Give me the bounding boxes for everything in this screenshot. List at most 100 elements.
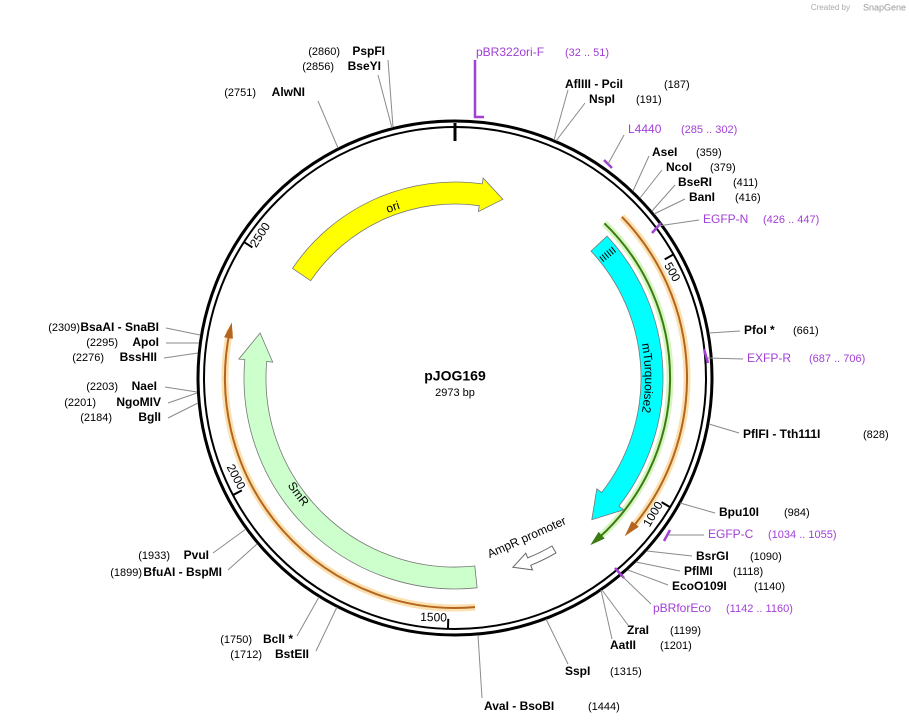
enzyme-name: BsrGI (696, 549, 729, 563)
primer-connector (707, 357, 744, 360)
mturquoise2-arrow (590, 235, 664, 521)
site-position: (2276) (72, 352, 104, 364)
enzyme-name: BseRI (678, 175, 712, 189)
enzyme-name: SspI (565, 664, 590, 678)
site-position: (2184) (80, 412, 112, 424)
green-line (598, 222, 672, 539)
primer-mark (651, 222, 662, 234)
site-position: (661) (793, 325, 819, 337)
primer-range: (426 .. 447) (763, 214, 819, 226)
primer-connector (621, 575, 652, 605)
orange-line-left (223, 329, 476, 609)
site-position: (1140) (754, 581, 785, 593)
enzyme-name: AatII (610, 638, 636, 652)
primer-range: (285 .. 302) (681, 124, 737, 136)
site-connector (315, 606, 338, 652)
orange-head-left (224, 322, 233, 339)
site-connector (167, 402, 199, 419)
site-position: (1201) (660, 640, 692, 652)
primer-name: pBR322ori-F (476, 45, 544, 59)
site-position: (1315) (610, 666, 642, 678)
primer-mark (702, 348, 710, 364)
site-connector (708, 330, 741, 334)
enzyme-name: NgoMIV (116, 395, 161, 409)
primer-name: EGFP-N (703, 212, 748, 226)
primer-name: L4440 (628, 122, 662, 136)
site-connector (477, 634, 483, 699)
primer-name: EGFP-C (708, 527, 754, 541)
site-connector (317, 100, 339, 149)
enzyme-name: BclI * (263, 632, 293, 646)
primer-range: (32 .. 51) (565, 47, 609, 59)
site-connector (545, 618, 569, 665)
enzyme-name: NaeI (132, 379, 157, 393)
site-position: (416) (735, 192, 761, 204)
brand: SnapGene (863, 2, 906, 12)
primer-range: (687 .. 706) (809, 353, 865, 365)
enzyme-name: AvaI - BsoBI (484, 699, 554, 713)
site-position: (2203) (86, 381, 118, 393)
enzyme-name: EcoO109I (672, 579, 727, 593)
site-position: (1899) (110, 567, 142, 579)
site-connector (212, 528, 247, 554)
site-position: (828) (863, 429, 889, 441)
site-position: (2751) (224, 87, 256, 99)
site-connector (627, 569, 669, 586)
feature-label: AmpR promoter (485, 514, 568, 561)
site-position: (411) (733, 177, 758, 189)
site-position: (187) (664, 79, 690, 91)
site-position: (191) (636, 94, 662, 106)
site-connector (555, 102, 586, 142)
site-position: (1444) (588, 701, 620, 713)
site-position: (379) (710, 162, 736, 174)
site-connector (708, 423, 740, 434)
enzyme-name: ZraI (627, 623, 649, 637)
enzyme-name: PflMI (684, 564, 713, 578)
enzyme-name: AflIII - PciI (565, 77, 623, 91)
feature-label-path: mTurquoise2 (639, 342, 656, 414)
enzyme-name: PvuI (184, 548, 209, 562)
feature-label: mTurquoise2 (639, 342, 656, 414)
site-connector (653, 198, 686, 215)
site-position: (1199) (670, 625, 701, 637)
plasmid-name: pJOG169 (424, 368, 486, 384)
backbone-outer (196, 119, 714, 637)
site-connector (377, 74, 393, 129)
created-by: Created by (811, 3, 850, 12)
enzyme-name: Bpu10I (719, 505, 759, 519)
enzyme-name: ApoI (132, 335, 159, 349)
smr-arrow (238, 332, 478, 590)
primer-connector (657, 219, 700, 227)
plasmid-size: 2973 bp (435, 387, 475, 399)
site-connector (387, 59, 394, 128)
enzyme-name: BanI (689, 190, 715, 204)
site-connector (163, 352, 199, 359)
site-position: (359) (696, 147, 722, 159)
tick-mark (232, 489, 243, 496)
primer-mark (662, 529, 672, 542)
site-connector (167, 392, 198, 404)
enzyme-name: BglI (138, 410, 161, 424)
site-connector (679, 502, 716, 514)
site-position: (2309) (48, 322, 80, 334)
tick-mark (243, 241, 253, 249)
hatch (603, 252, 610, 259)
orange-head (624, 521, 639, 537)
site-connector (601, 589, 629, 626)
enzyme-name: AlwNI (272, 85, 305, 99)
enzyme-name: PspFI (352, 44, 385, 58)
primer-name: pBRforEco (653, 601, 711, 615)
enzyme-name: BsaAI - SnaBI (80, 320, 159, 334)
site-connector (227, 543, 258, 571)
site-connector (651, 184, 676, 212)
site-connector (164, 386, 198, 393)
primer-range: (1034 .. 1055) (768, 529, 837, 541)
enzyme-name: PflFI - Tth111I (743, 427, 820, 441)
site-position: (2295) (86, 337, 118, 349)
ampr-promoter-arrow (511, 545, 557, 571)
site-position: (2860) (308, 46, 340, 58)
hatch (610, 246, 617, 253)
feature-label-path: ori (384, 198, 401, 216)
